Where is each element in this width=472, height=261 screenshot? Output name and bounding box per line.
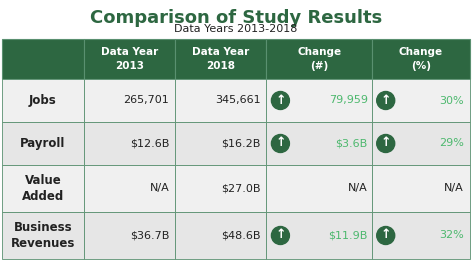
Circle shape <box>271 227 289 245</box>
Bar <box>175 165 266 212</box>
Text: 345,661: 345,661 <box>215 96 261 105</box>
Bar <box>372 212 470 259</box>
Bar <box>84 212 175 259</box>
Text: N/A: N/A <box>348 183 368 193</box>
Text: Change
(#): Change (#) <box>297 48 341 70</box>
Circle shape <box>271 134 289 152</box>
Text: Data Year
2018: Data Year 2018 <box>192 48 249 70</box>
Text: 79,959: 79,959 <box>329 96 368 105</box>
Bar <box>372 79 470 122</box>
Bar <box>2 122 84 165</box>
Bar <box>175 39 266 79</box>
Bar <box>2 165 84 212</box>
Text: N/A: N/A <box>444 183 464 193</box>
Bar <box>266 212 372 259</box>
Text: N/A: N/A <box>150 183 169 193</box>
Bar <box>266 39 372 79</box>
Bar <box>372 122 470 165</box>
Bar <box>2 79 84 122</box>
Text: 265,701: 265,701 <box>123 96 169 105</box>
Text: $36.7B: $36.7B <box>130 230 169 240</box>
Text: 29%: 29% <box>439 139 464 149</box>
Bar <box>2 39 84 79</box>
Bar <box>266 165 372 212</box>
Text: $12.6B: $12.6B <box>130 139 169 149</box>
Text: ↑: ↑ <box>275 228 286 241</box>
Bar <box>266 122 372 165</box>
Bar <box>175 122 266 165</box>
Text: ↑: ↑ <box>275 137 286 150</box>
Text: Business
Revenues: Business Revenues <box>11 221 75 250</box>
Text: Data Years 2013-2018: Data Years 2013-2018 <box>174 24 298 34</box>
Text: 32%: 32% <box>439 230 464 240</box>
Text: Data Year
2013: Data Year 2013 <box>101 48 158 70</box>
Bar <box>84 39 175 79</box>
Bar <box>175 212 266 259</box>
Circle shape <box>271 92 289 110</box>
Circle shape <box>377 227 395 245</box>
Text: $3.6B: $3.6B <box>336 139 368 149</box>
Bar <box>84 165 175 212</box>
Bar <box>266 79 372 122</box>
Text: $11.9B: $11.9B <box>329 230 368 240</box>
Text: $16.2B: $16.2B <box>221 139 261 149</box>
Text: ↑: ↑ <box>275 93 286 106</box>
Text: ↑: ↑ <box>380 228 391 241</box>
Bar <box>84 122 175 165</box>
Text: Value
Added: Value Added <box>22 174 64 203</box>
Circle shape <box>377 92 395 110</box>
Text: Payroll: Payroll <box>20 137 66 150</box>
Text: ↑: ↑ <box>380 137 391 150</box>
Bar <box>175 79 266 122</box>
Bar <box>372 165 470 212</box>
Text: Comparison of Study Results: Comparison of Study Results <box>90 9 382 27</box>
Text: Change
(%): Change (%) <box>399 48 443 70</box>
Text: Jobs: Jobs <box>29 94 57 107</box>
Bar <box>2 212 84 259</box>
Text: $27.0B: $27.0B <box>221 183 261 193</box>
Text: $48.6B: $48.6B <box>221 230 261 240</box>
Bar <box>372 39 470 79</box>
Bar <box>84 79 175 122</box>
Text: 30%: 30% <box>439 96 464 105</box>
Text: ↑: ↑ <box>380 93 391 106</box>
Circle shape <box>377 134 395 152</box>
